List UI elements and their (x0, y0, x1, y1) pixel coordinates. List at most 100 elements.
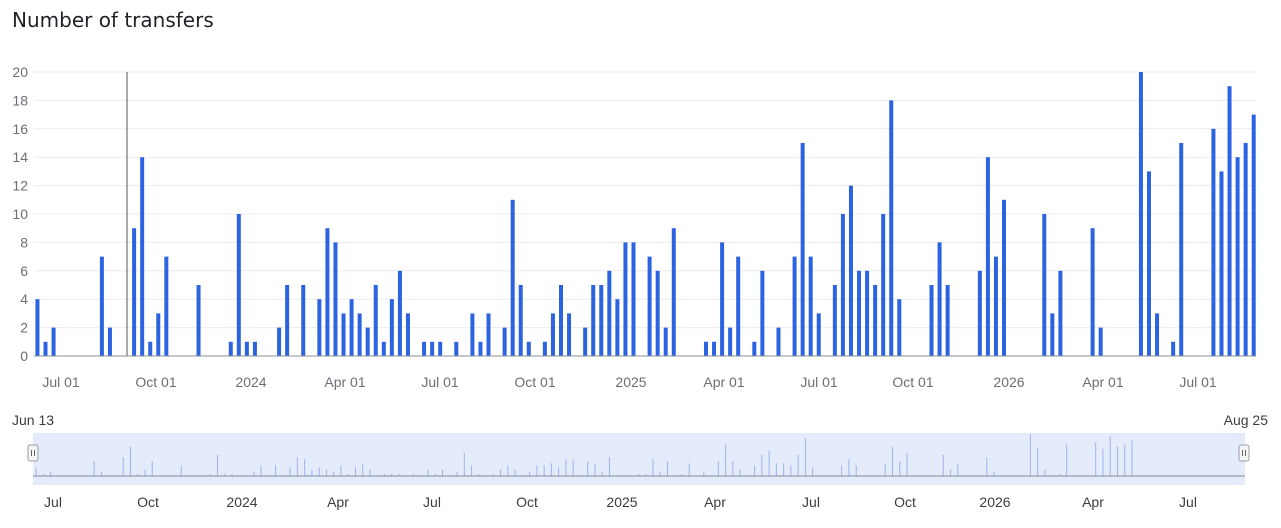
bar[interactable] (808, 256, 813, 356)
bar[interactable] (897, 299, 902, 356)
bar[interactable] (655, 270, 660, 356)
bar[interactable] (985, 157, 990, 356)
bar[interactable] (1090, 228, 1095, 356)
bar[interactable] (148, 341, 153, 356)
bar[interactable] (510, 199, 515, 356)
bar[interactable] (776, 327, 781, 356)
bar[interactable] (1098, 327, 1103, 356)
bar[interactable] (373, 285, 378, 356)
bar[interactable] (1227, 86, 1232, 356)
bar[interactable] (736, 256, 741, 356)
bar[interactable] (244, 341, 249, 356)
bar[interactable] (832, 285, 837, 356)
bar[interactable] (599, 285, 604, 356)
bar[interactable] (252, 341, 257, 356)
bar[interactable] (422, 341, 427, 356)
bar[interactable] (800, 143, 805, 356)
bar[interactable] (285, 285, 290, 356)
bar[interactable] (1155, 313, 1160, 356)
bar[interactable] (164, 256, 169, 356)
bar[interactable] (486, 313, 491, 356)
bar[interactable] (140, 157, 145, 356)
bar[interactable] (816, 313, 821, 356)
bar[interactable] (567, 313, 572, 356)
bar[interactable] (502, 327, 507, 356)
bar[interactable] (945, 285, 950, 356)
bar[interactable] (760, 270, 765, 356)
navigator-right-handle[interactable] (1238, 444, 1250, 462)
bar[interactable] (889, 100, 894, 357)
bar[interactable] (1002, 199, 1007, 356)
bar[interactable] (470, 313, 475, 356)
navigator-left-handle[interactable] (27, 444, 39, 462)
bar[interactable] (848, 185, 853, 356)
bar[interactable] (1042, 214, 1047, 356)
bar[interactable] (397, 270, 402, 356)
bar[interactable] (107, 327, 112, 356)
bar[interactable] (1058, 270, 1063, 356)
bar[interactable] (51, 327, 56, 356)
bar[interactable] (325, 228, 330, 356)
bar[interactable] (405, 313, 410, 356)
bar[interactable] (236, 214, 241, 356)
bar[interactable] (583, 327, 588, 356)
bar[interactable] (365, 327, 370, 356)
bar[interactable] (317, 299, 322, 356)
bar[interactable] (703, 341, 708, 356)
bar[interactable] (873, 285, 878, 356)
bar[interactable] (712, 341, 717, 356)
bar[interactable] (341, 313, 346, 356)
bar[interactable] (840, 214, 845, 356)
bar[interactable] (1235, 157, 1240, 356)
bar[interactable] (196, 285, 201, 356)
bar[interactable] (43, 341, 48, 356)
bar[interactable] (389, 299, 394, 356)
bar[interactable] (550, 313, 555, 356)
bar[interactable] (132, 228, 137, 356)
bar[interactable] (438, 341, 443, 356)
bar[interactable] (35, 299, 40, 356)
bar[interactable] (1171, 341, 1176, 356)
bar[interactable] (559, 285, 564, 356)
bar[interactable] (728, 327, 733, 356)
bar[interactable] (526, 341, 531, 356)
bar[interactable] (349, 299, 354, 356)
bar[interactable] (1138, 72, 1143, 356)
bar[interactable] (478, 341, 483, 356)
bar[interactable] (607, 270, 612, 356)
bar[interactable] (929, 285, 934, 356)
bar[interactable] (333, 242, 338, 356)
bar[interactable] (357, 313, 362, 356)
bar[interactable] (865, 270, 870, 356)
bar[interactable] (1251, 114, 1256, 356)
bar[interactable] (1211, 128, 1216, 356)
bar[interactable] (792, 256, 797, 356)
bar[interactable] (430, 341, 435, 356)
bar[interactable] (591, 285, 596, 356)
bar[interactable] (752, 341, 757, 356)
bar[interactable] (993, 256, 998, 356)
bar[interactable] (277, 327, 282, 356)
bar[interactable] (881, 214, 886, 356)
bar[interactable] (623, 242, 628, 356)
bar[interactable] (381, 341, 386, 356)
bar[interactable] (1179, 143, 1184, 356)
navigator-selected-range[interactable] (33, 433, 1245, 485)
bar[interactable] (1219, 171, 1224, 356)
bar[interactable] (647, 256, 652, 356)
bar[interactable] (228, 341, 233, 356)
bar[interactable] (663, 327, 668, 356)
bar[interactable] (1146, 171, 1151, 356)
bar[interactable] (631, 242, 636, 356)
bar[interactable] (156, 313, 161, 356)
bar[interactable] (301, 285, 306, 356)
bar[interactable] (937, 242, 942, 356)
bar[interactable] (720, 242, 725, 356)
bar[interactable] (977, 270, 982, 356)
bar[interactable] (857, 270, 862, 356)
bar[interactable] (615, 299, 620, 356)
bar[interactable] (1050, 313, 1055, 356)
bar[interactable] (671, 228, 676, 356)
bar[interactable] (99, 256, 104, 356)
bar[interactable] (518, 285, 523, 356)
